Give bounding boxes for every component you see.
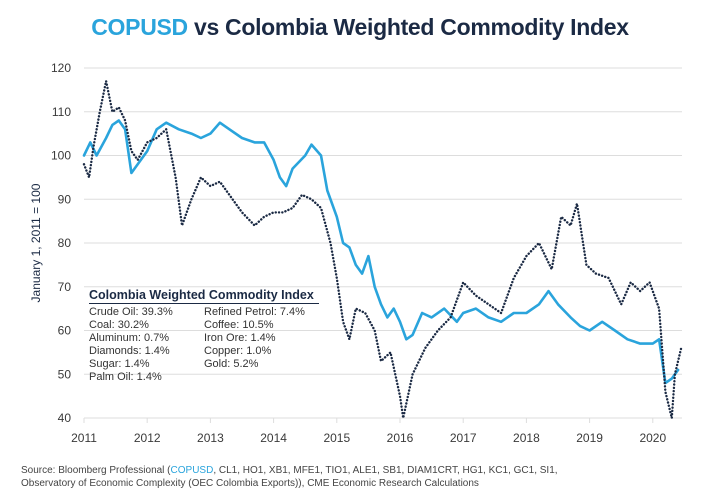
x-tick-label: 2011	[71, 431, 97, 445]
x-tick-label: 2020	[639, 431, 666, 445]
x-tick-label: 2019	[576, 431, 603, 445]
annotation-item: Aluminum: 0.7%	[89, 332, 170, 344]
series-group	[82, 79, 683, 420]
y-tick-label: 40	[58, 411, 72, 425]
x-tick-label: 2017	[450, 431, 477, 445]
x-axis-ticks: 2011 2012 2013 2014 2015 2016 2017 2018 2019 2020	[71, 418, 666, 445]
y-tick-label: 90	[58, 192, 72, 206]
chart-title-accent: COPUSD	[91, 14, 188, 40]
annotation-item: Gold: 5.2%	[204, 358, 259, 370]
annotation-title: Colombia Weighted Commodity Index	[89, 289, 319, 304]
y-tick-label: 80	[58, 236, 72, 250]
y-tick-label: 50	[58, 367, 72, 381]
x-tick-label: 2018	[513, 431, 540, 445]
annotation-item: Diamonds: 1.4%	[89, 345, 170, 357]
annotation-left-column: Crude Oil: 39.3% Coal: 30.2% Aluminum: 0…	[89, 306, 204, 384]
annotation-item: Iron Ore: 1.4%	[204, 332, 276, 344]
grid-lines	[84, 67, 682, 419]
annotation-item: Sugar: 1.4%	[89, 358, 150, 370]
x-tick-label: 2013	[197, 431, 224, 445]
annotation-item: Palm Oil: 1.4%	[89, 371, 162, 383]
chart-title: COPUSD vs Colombia Weighted Commodity In…	[0, 14, 720, 41]
annotation-item: Coal: 30.2%	[89, 319, 149, 331]
y-tick-label: 70	[58, 280, 72, 294]
annotation-item: Coffee: 10.5%	[204, 319, 274, 331]
x-tick-label: 2012	[134, 431, 161, 445]
x-tick-label: 2015	[323, 431, 350, 445]
source-prefix: Source: Bloomberg Professional (	[21, 465, 171, 476]
y-tick-label: 120	[51, 61, 71, 75]
chart-title-rest: vs Colombia Weighted Commodity Index	[187, 14, 629, 40]
annotation-item: Copper: 1.0%	[204, 345, 272, 357]
source-note: Source: Bloomberg Professional (COPUSD, …	[21, 464, 701, 490]
y-tick-label: 60	[58, 324, 72, 338]
annotation-item: Refined Petrol: 7.4%	[204, 306, 305, 318]
x-tick-label: 2014	[260, 431, 287, 445]
series-line-commodity-index	[82, 79, 683, 420]
source-line1-rest: , CL1, HO1, XB1, MFE1, TIO1, ALE1, SB1, …	[213, 465, 558, 476]
annotation-right-column: Refined Petrol: 7.4% Coffee: 10.5% Iron …	[204, 306, 319, 384]
series-line-copusd	[82, 119, 680, 385]
y-axis-label: January 1, 2011 = 100	[29, 183, 43, 302]
y-tick-label: 100	[51, 149, 71, 163]
commodity-weights-annotation: Colombia Weighted Commodity Index Crude …	[89, 289, 319, 384]
annotation-item: Crude Oil: 39.3%	[89, 306, 173, 318]
source-copusd: COPUSD	[170, 465, 214, 476]
y-tick-label: 110	[52, 105, 71, 119]
x-tick-label: 2016	[387, 431, 414, 445]
source-line2: Observatory of Economic Complexity (OEC …	[21, 478, 479, 489]
y-axis-ticks: 40 50 60 70 80 90 100 110 120	[51, 61, 71, 425]
